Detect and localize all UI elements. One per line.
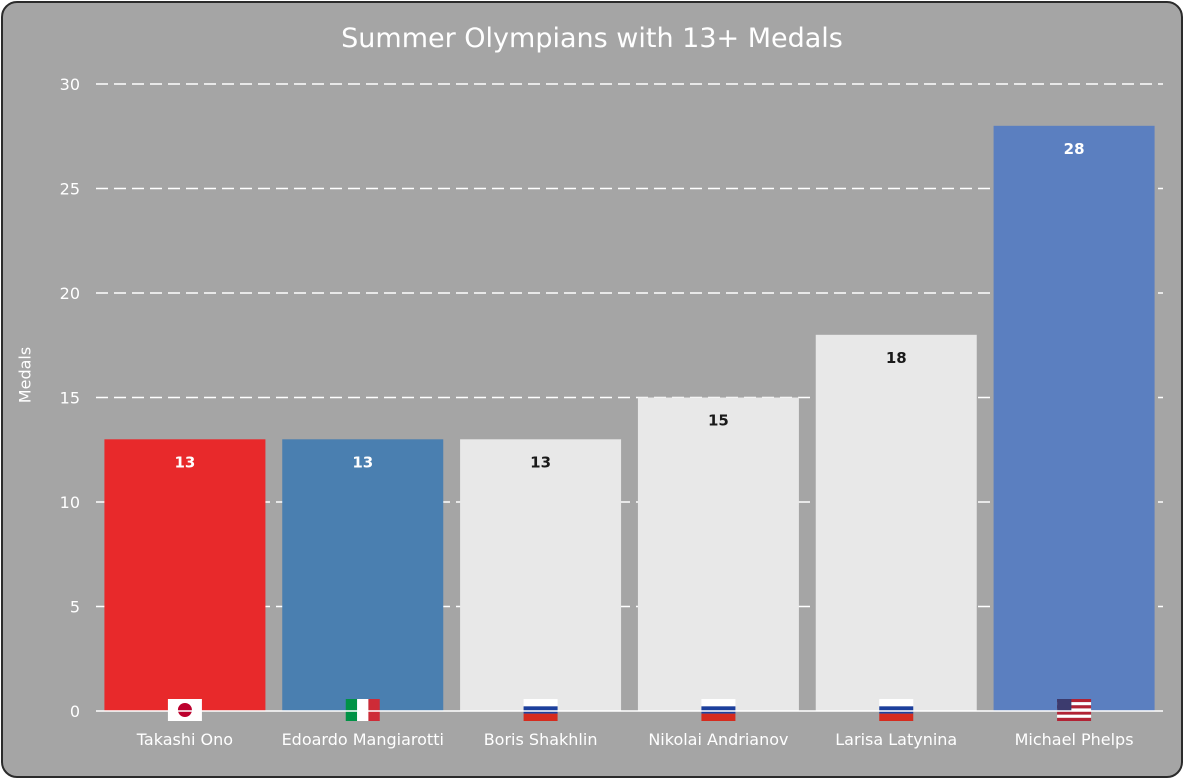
data-label: 28: [1064, 140, 1085, 158]
category-label: Edoardo Mangiarotti: [282, 730, 444, 749]
y-tick-label: 0: [70, 702, 80, 721]
data-label: 13: [352, 453, 373, 471]
data-label: 18: [886, 349, 907, 367]
y-tick-label: 25: [60, 180, 80, 199]
category-label: Michael Phelps: [1015, 730, 1134, 749]
bar: [104, 439, 266, 711]
y-tick-label: 5: [70, 598, 80, 617]
bar: [282, 439, 444, 711]
category-label: Larisa Latynina: [835, 730, 957, 749]
italy-flag-icon: [345, 699, 380, 721]
y-tick-label: 15: [60, 389, 80, 408]
bar: [460, 439, 622, 711]
y-tick-label: 30: [60, 75, 80, 94]
chart-title: Summer Olympians with 13+ Medals: [341, 23, 843, 54]
russia-flag-icon: [701, 699, 736, 721]
category-label: Takashi Ono: [136, 730, 233, 749]
russia-flag-icon: [879, 699, 914, 721]
y-tick-label: 10: [60, 493, 80, 512]
usa-flag-icon: [1057, 699, 1092, 721]
bar: [637, 397, 799, 711]
bar-chart-plot: 0 5 10 15 20 25 30 13 Takashi Ono 13 Edoardo Mangi…: [60, 75, 1163, 749]
russia-flag-icon: [523, 699, 558, 721]
bar: [815, 334, 977, 711]
data-label: 13: [530, 453, 551, 471]
data-label: 13: [174, 453, 195, 471]
japan-flag-icon: [167, 699, 202, 721]
bar: [993, 125, 1155, 712]
category-label: Boris Shakhlin: [484, 730, 598, 749]
category-label: Nikolai Andrianov: [648, 730, 788, 749]
data-label: 15: [708, 412, 729, 430]
y-tick-label: 20: [60, 284, 80, 303]
